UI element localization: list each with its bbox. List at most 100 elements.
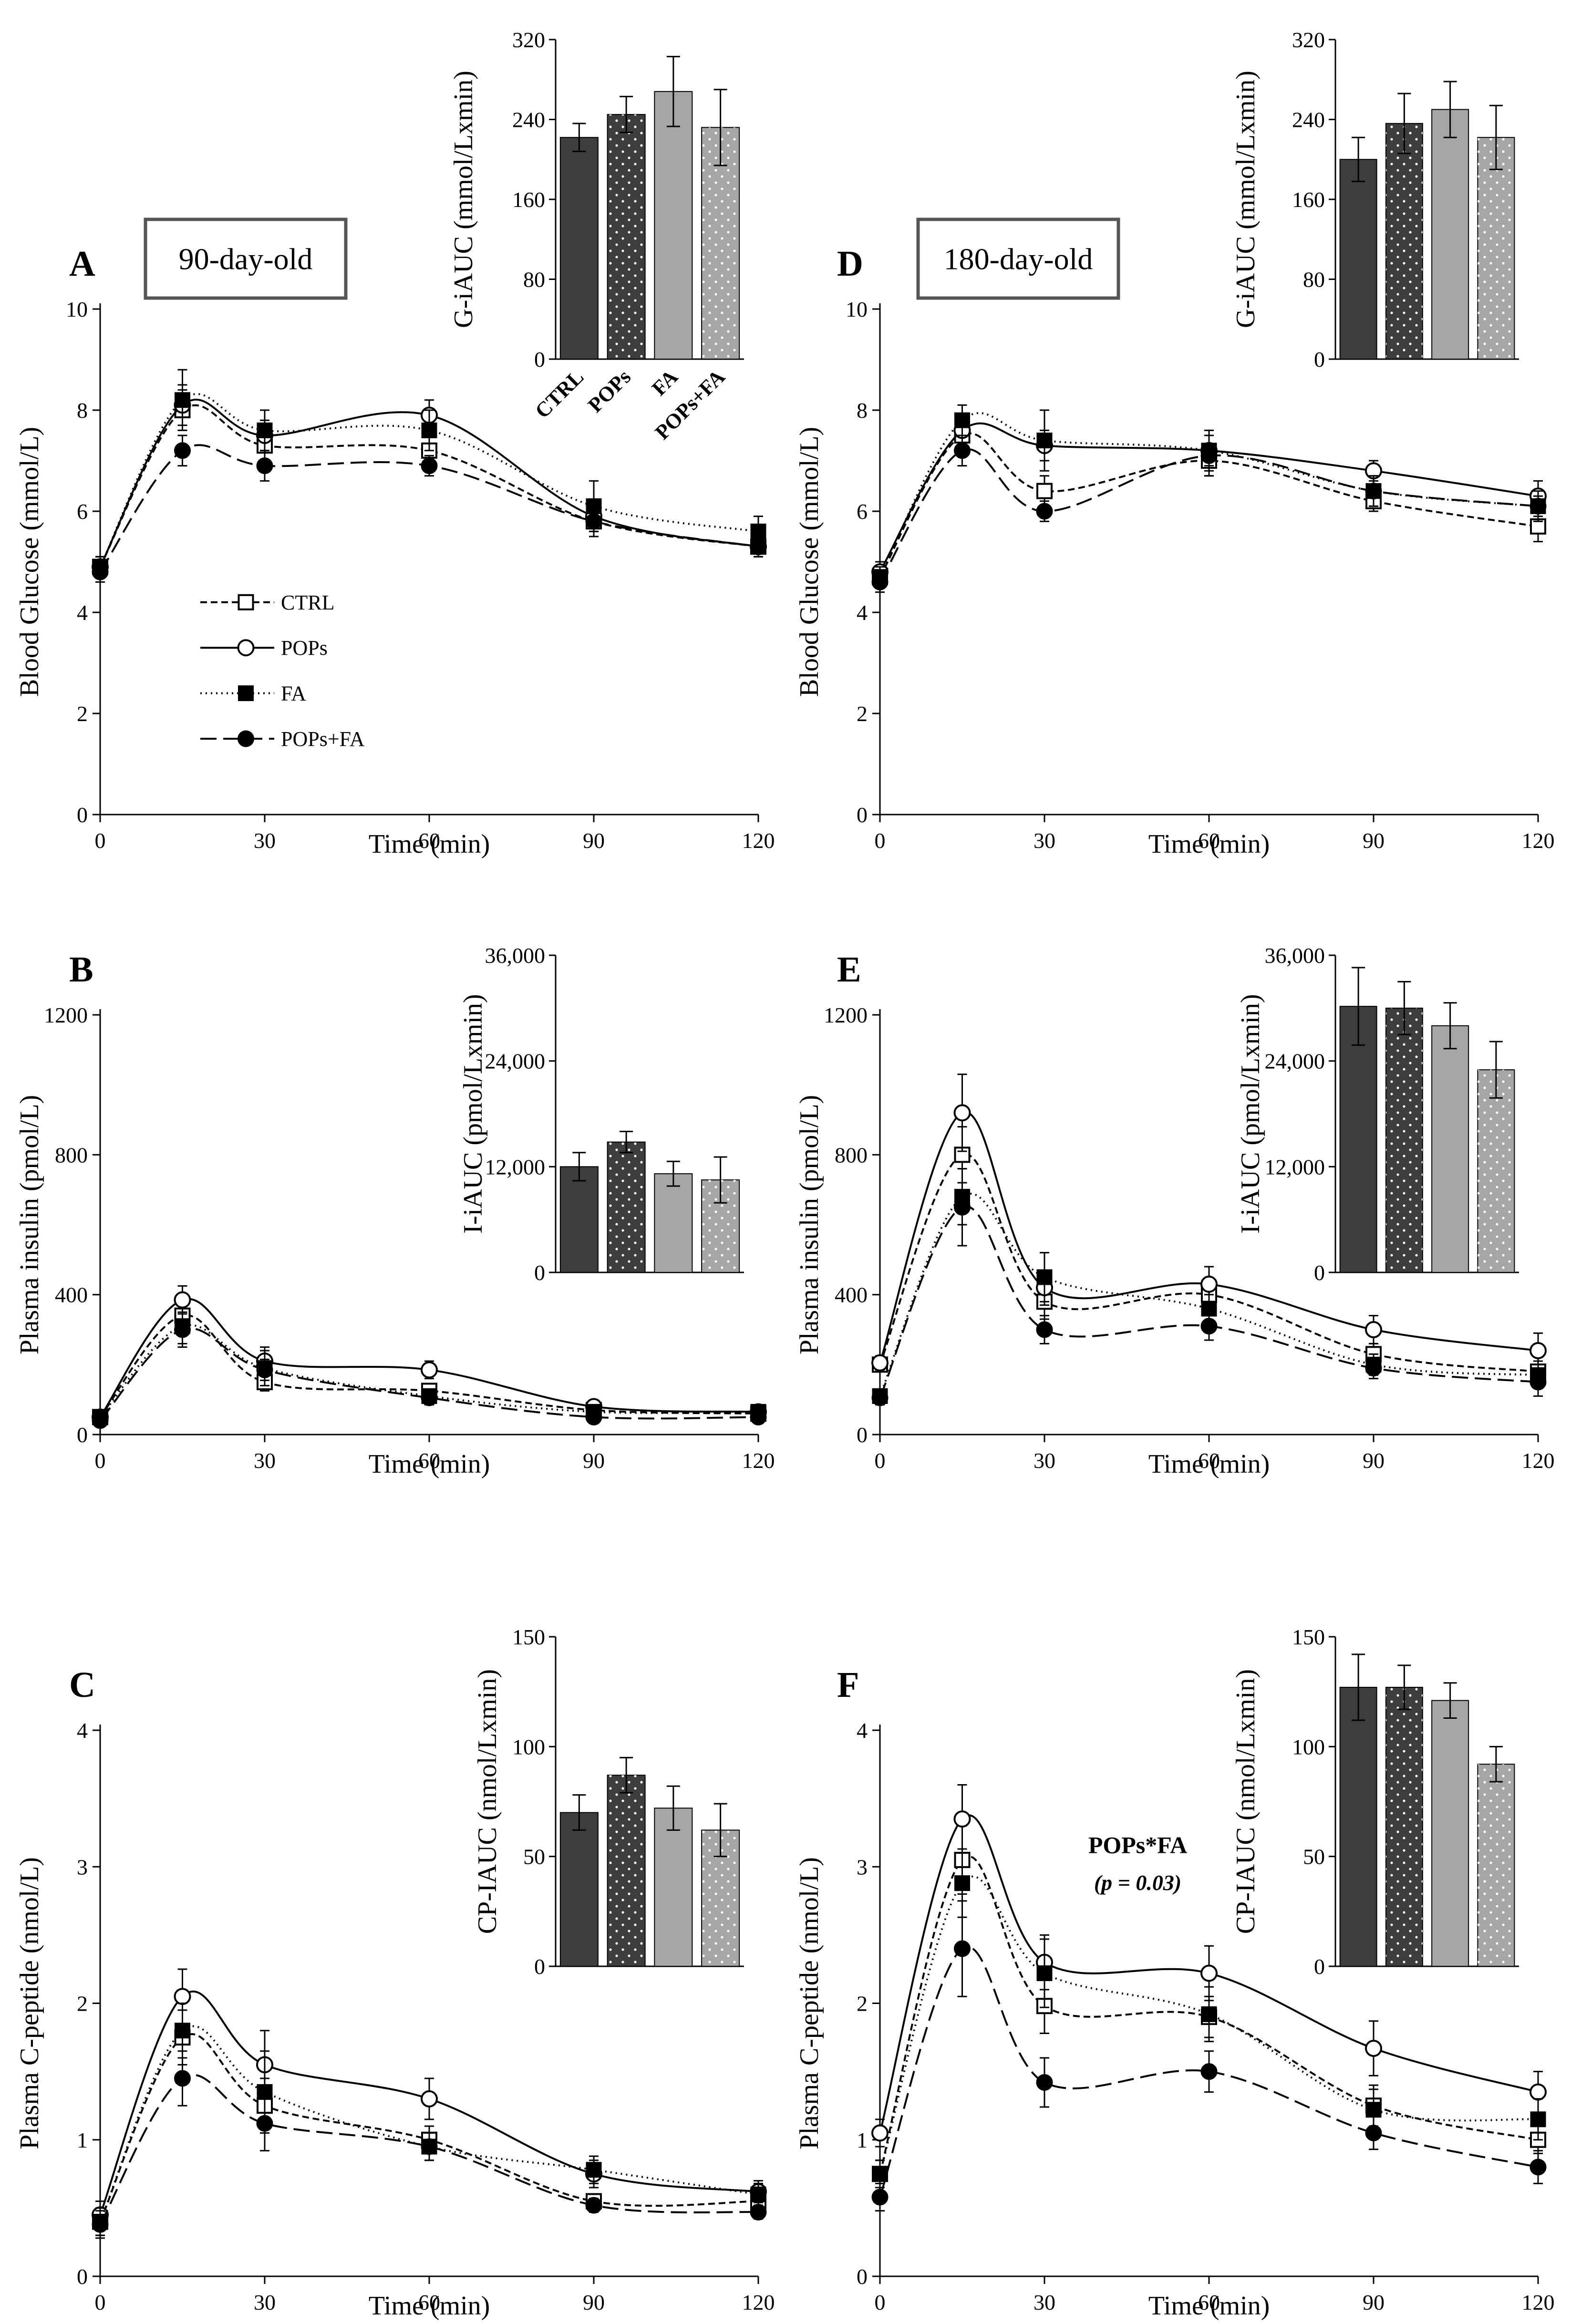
x-tick-label: 30: [254, 828, 276, 853]
data-point: [421, 2090, 438, 2107]
data-point: [174, 1988, 191, 2005]
inset-y-tick-label: 80: [1303, 268, 1325, 292]
data-point: [421, 1361, 438, 1379]
data-point: [1365, 1360, 1382, 1377]
legend-label: POPs: [281, 636, 328, 660]
series-line: [99, 1298, 759, 1418]
series-pops-fa: [871, 1168, 1547, 1406]
panel-c-inset-bar-chart: 0 50 100 150 CP-IAUC (nmol/Lxmin): [473, 1625, 744, 1979]
data-point: [872, 2166, 888, 2182]
data-point: [1365, 1321, 1382, 1338]
data-point: [1036, 1965, 1053, 1982]
panel-d-inset-bar-chart: 0 80 160 240 320 G-iAUC (mmol/Lxmin): [1231, 28, 1519, 372]
bar: [654, 91, 693, 360]
y-tick-label: 6: [857, 499, 868, 524]
x-tick-label: 60: [1198, 828, 1220, 853]
inset-y-tick-label: 12,000: [1265, 1155, 1325, 1179]
y-tick-label: 1200: [44, 1003, 88, 1027]
data-point: [1365, 2039, 1382, 2057]
bar: [559, 1166, 599, 1273]
inset-y-tick-label: 0: [1314, 1260, 1325, 1285]
x-tick-label: 60: [418, 2290, 440, 2314]
inset-y-tick-label: 320: [1292, 28, 1325, 52]
inset-y-tick-label: 36,000: [1265, 943, 1325, 968]
series-line: [879, 422, 1539, 573]
x-axis-label: Time (min): [369, 829, 490, 859]
y-tick-label: 0: [857, 2264, 868, 2289]
inset-y-tick-label: 50: [523, 1845, 545, 1869]
bar: [1431, 1700, 1469, 1967]
x-tick-label: 30: [1034, 828, 1055, 853]
series-line: [879, 448, 1539, 583]
y-tick-label: 10: [66, 297, 88, 321]
data-point: [1200, 1318, 1218, 1335]
data-point: [1365, 483, 1382, 500]
inset-y-axis-label: I-iAUC (pmol/Lxmin): [1236, 994, 1265, 1233]
data-point: [174, 1291, 191, 1309]
data-point: [1036, 483, 1053, 499]
data-point: [750, 2186, 766, 2202]
data-point: [256, 2115, 273, 2132]
x-tick-label: 60: [1198, 2290, 1220, 2314]
legend-marker: [238, 730, 254, 747]
series-line: [99, 2033, 759, 2222]
bar: [1339, 1006, 1377, 1273]
data-point: [585, 513, 602, 530]
y-tick-label: 1: [77, 2128, 88, 2152]
data-point: [1036, 2074, 1053, 2091]
x-tick-label: 120: [742, 2290, 775, 2314]
data-point: [1200, 447, 1218, 464]
series-pops-fa: [92, 2050, 767, 2239]
inset-y-tick-label: 24,000: [1265, 1049, 1325, 1074]
x-tick-label: 30: [1034, 1448, 1055, 1473]
data-point: [954, 1940, 971, 1957]
inset-y-tick-label: 160: [1292, 187, 1325, 212]
y-tick-label: 0: [77, 2264, 88, 2289]
data-point: [1365, 2124, 1382, 2141]
inset-y-tick-label: 12,000: [485, 1155, 546, 1179]
age-label-box: [916, 217, 1120, 300]
panel-f-inset-bar-chart: 0 50 100 150 CP-IAUC (nmol/Lxmin): [1231, 1625, 1519, 1979]
x-tick-label: 30: [1034, 2290, 1055, 2314]
data-point: [871, 1389, 889, 1406]
series-line: [99, 444, 759, 573]
y-tick-label: 0: [857, 1423, 868, 1447]
age-label: 90-day-old: [179, 242, 313, 276]
x-tick-label: 30: [254, 1448, 276, 1473]
bar-category-label: POPs: [583, 365, 635, 417]
inset-y-tick-label: 160: [512, 187, 545, 212]
data-point: [1200, 1275, 1218, 1293]
legend-label: FA: [281, 682, 306, 705]
y-tick-label: 3: [857, 1855, 868, 1879]
x-tick-label: 120: [1522, 828, 1555, 853]
series-line: [879, 1192, 1539, 1397]
series-fa: [872, 404, 1546, 588]
legend: CTRL POPs FA POPs+FA: [200, 591, 365, 751]
x-axis-label: Time (min): [1148, 829, 1270, 859]
bar-category-label: FA: [647, 365, 682, 400]
y-tick-label: 0: [857, 803, 868, 827]
series-pops-fa: [871, 1900, 1547, 2212]
bar: [1431, 1025, 1469, 1273]
series-line: [879, 1205, 1539, 1398]
data-point: [1530, 2083, 1547, 2101]
panel-f-line-chart: 0 1 2 3 4 0 30 60 90 120 Time (min) Plasma C-peptid…: [795, 1718, 1555, 2321]
series-line: [99, 398, 759, 568]
y-tick-label: 2: [857, 1992, 868, 2016]
x-tick-label: 60: [418, 1448, 440, 1473]
data-point: [175, 2023, 190, 2039]
data-point: [92, 1412, 109, 1429]
y-tick-label: 1: [857, 2128, 868, 2152]
x-tick-label: 0: [875, 1448, 886, 1473]
data-point: [92, 2216, 109, 2233]
x-tick-label: 120: [742, 1448, 775, 1473]
annotation-p-value: (p = 0.03): [1094, 1870, 1181, 1895]
y-tick-label: 8: [77, 398, 88, 423]
y-axis-label: Plasma C-peptide (nmol/L): [795, 1857, 824, 2149]
x-tick-label: 90: [583, 1448, 605, 1473]
data-point: [954, 1198, 971, 1216]
data-point: [1530, 2111, 1546, 2128]
y-tick-label: 400: [55, 1283, 88, 1307]
y-tick-label: 0: [77, 803, 88, 827]
bar-dots: [607, 1775, 645, 1966]
